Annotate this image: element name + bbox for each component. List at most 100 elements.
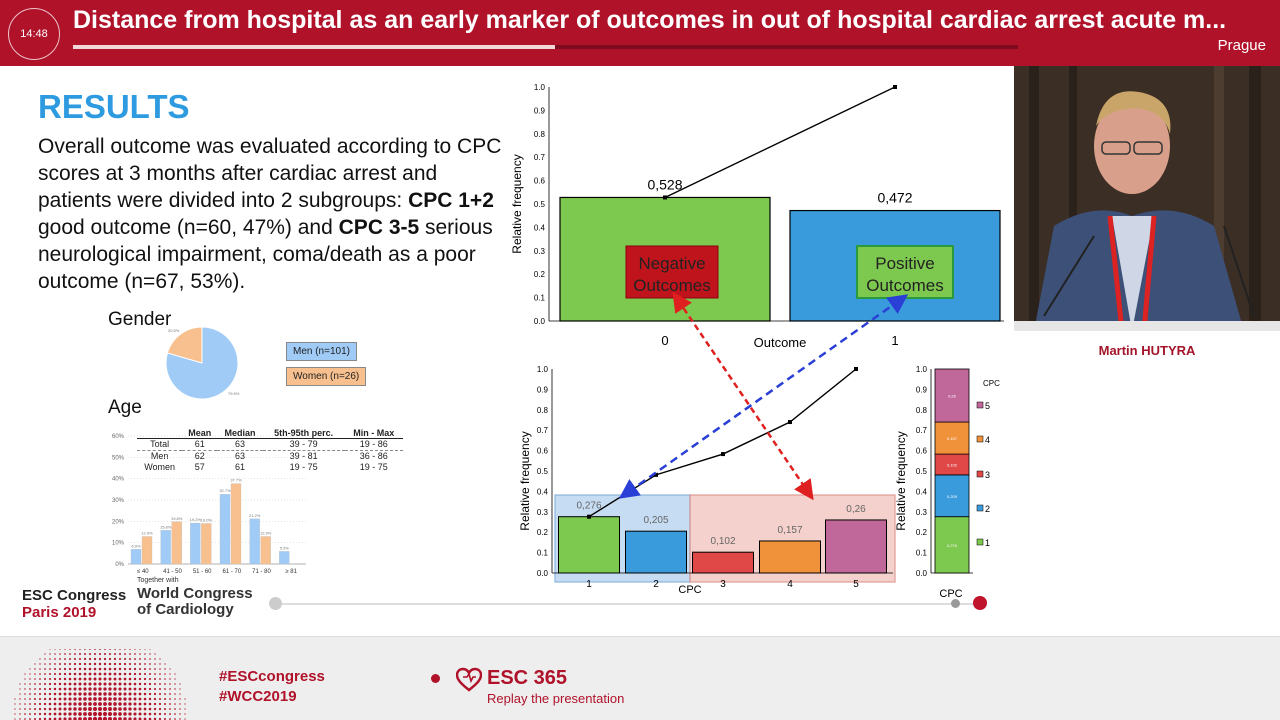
age-hist-bar-label: 5.9% [280,545,290,550]
age-table-header [137,428,183,439]
scrubber-start-handle[interactable] [269,597,282,610]
halftone-dot [113,672,117,676]
halftone-dot [129,658,131,660]
halftone-dot [158,717,162,720]
halftone-dot [174,708,176,710]
age-hist-ytick: 30% [112,498,125,504]
cpc-chart: 0.0 0.1 0.2 0.3 0.4 0.5 0.6 0.7 0.8 0.9 1.0 Relativ… [518,365,896,596]
halftone-dot [44,668,46,670]
stack-ytick: 0.3 [916,508,928,517]
age-table-header: Median [217,428,263,439]
age-hist-bar-label: 21.2% [249,513,261,518]
halftone-dot [108,697,112,701]
halftone-dot [84,653,86,655]
stack-segment-label: 0,205 [947,494,958,499]
halftone-dot [64,658,66,660]
age-hist-bar-label: 6.9% [131,543,141,548]
presentation-progress[interactable] [73,45,1018,49]
halftone-dot [128,702,132,706]
halftone-dot [148,712,152,716]
bottom-ytick: 0.1 [537,549,549,558]
halftone-dot [169,713,171,715]
hashtag-wcc2019[interactable]: #WCC2019 [219,688,297,705]
age-hist-bar [201,523,212,565]
halftone-dot [169,673,171,675]
replay-link[interactable]: Replay the presentation [487,691,625,706]
halftone-dot [24,688,26,690]
age-hist-bar [171,521,182,565]
halftone-dot [179,698,181,700]
halftone-dot [113,677,117,681]
halftone-dot [29,673,31,675]
top-ytick: 0.3 [534,247,546,256]
halftone-dot [138,682,142,686]
halftone-dot [128,712,132,716]
halftone-dot [53,682,57,686]
halftone-dot [139,663,141,665]
halftone-dot [14,703,16,705]
halftone-dot [78,667,82,671]
halftone-dot [64,649,66,650]
halftone-dot [108,677,112,681]
halftone-dot [138,707,142,711]
bottom-xtick: 1 [586,579,592,590]
stack-segment-cpc4 [934,421,970,455]
age-hist-ytick: 40% [112,477,125,483]
halftone-dot [88,667,92,671]
halftone-dot [34,698,36,700]
bottom-ytick: 0.9 [537,385,549,394]
halftone-dot [118,717,122,720]
halftone-dot [164,683,166,685]
bottom-xtick: 5 [853,579,859,590]
halftone-dot [78,657,82,661]
halftone-dot [103,687,107,691]
halftone-dot [38,717,42,720]
halftone-dot [34,663,36,665]
halftone-dot [83,657,87,661]
presentation-title: Distance from hospital as an early marke… [73,6,1227,34]
halftone-dot [63,707,67,711]
halftone-dot [74,649,76,650]
halftone-dot [73,712,77,716]
scrubber-marker[interactable] [951,599,960,608]
halftone-dot [88,677,92,681]
slide-scrubber[interactable] [275,603,975,605]
halftone-dot [118,672,122,676]
halftone-dot [73,667,77,671]
halftone-dot [97,711,103,717]
halftone-dot [123,697,127,701]
bottom-cumulative-point [721,452,725,457]
halftone-dot [179,718,181,720]
slide-heading: RESULTS [38,88,190,125]
halftone-dot [29,703,31,705]
halftone-dot [73,717,77,720]
stack-legend-swatch [976,470,984,478]
halftone-dot [113,707,117,711]
negative-outcomes-box [625,245,719,299]
halftone-dot [128,697,132,701]
halftone-dot [123,667,127,671]
halftone-dot [29,678,31,680]
halftone-dot [149,658,151,660]
halftone-dot [19,713,21,715]
halftone-dot [153,682,157,686]
together-with: Together with [137,577,179,584]
esc365-brand[interactable]: ESC 365 [487,667,568,689]
halftone-dot [123,707,127,711]
halftone-dot [59,649,61,650]
halftone-dot [153,712,157,716]
halftone-dot [108,667,112,671]
pie-slice-men [165,326,239,400]
halftone-dot [88,692,92,696]
footer: #ESCcongress #WCC2019 ESC 365 Replay the… [0,636,1280,720]
stack-legend-swatch [976,538,984,546]
halftone-dot [153,692,157,696]
halftone-dot [123,657,127,661]
scrubber-current-handle[interactable] [973,596,987,610]
bottom-ytick: 0.7 [537,426,549,435]
halftone-dot [97,706,103,712]
halftone-dot [69,649,71,650]
hashtag-esccongress[interactable]: #ESCcongress [219,668,325,685]
halftone-dot [58,667,62,671]
halftone-dot [174,673,176,675]
